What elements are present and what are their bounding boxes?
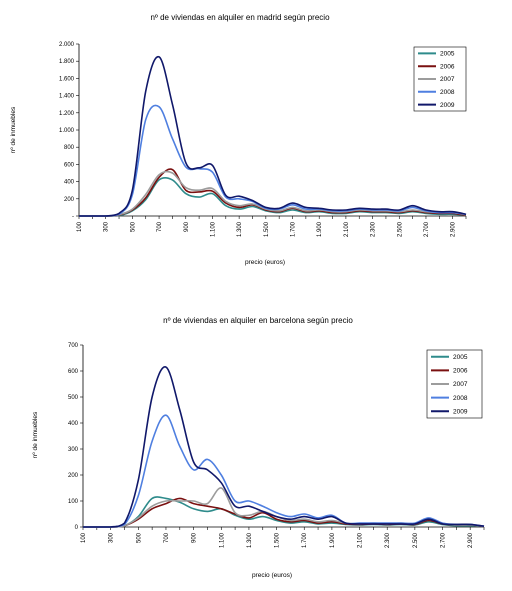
barcelona-x-tick-label: 1.300: [247, 532, 253, 548]
madrid-x-tick-label: 2.900: [451, 221, 457, 237]
madrid-series-line-2006: [78, 168, 467, 217]
barcelona-legend-label-2005: 2005: [453, 354, 468, 361]
madrid-y-tick-label: 200: [64, 197, 75, 203]
madrid-y-tick-label: 1.800: [59, 59, 75, 65]
barcelona-x-tick-label: 100: [81, 532, 87, 543]
barcelona-y-tick-label: 100: [68, 499, 79, 505]
barcelona-y-tick-label: 400: [68, 421, 79, 427]
barcelona-series-line-2008: [83, 414, 485, 528]
barcelona-y-tick-label: 300: [68, 447, 79, 453]
barcelona-legend: 2005 2006 2007 2008 2009: [426, 349, 483, 419]
barcelona-chart-title: nº de viviendas en alquiler en barcelona…: [163, 316, 353, 325]
barcelona-legend-label-2009: 2009: [453, 408, 468, 415]
madrid-x-tick-label: 2.300: [371, 221, 377, 237]
madrid-series-line-2009: [78, 56, 467, 217]
madrid-chart: nº de viviendas en alquiler en madrid se…: [10, 13, 467, 266]
barcelona-legend-box: [426, 349, 483, 419]
barcelona-series-line-2005: [83, 496, 485, 528]
barcelona-x-tick-label: 700: [164, 532, 170, 543]
madrid-y-tick-label: 400: [64, 180, 75, 186]
barcelona-legend-label-2006: 2006: [453, 368, 468, 375]
madrid-x-tick-label: 100: [77, 221, 83, 232]
barcelona-y-tick-label: 0: [75, 525, 79, 531]
barcelona-y-axis-label: nº de inmuebles: [32, 411, 39, 458]
madrid-y-tick-label: 800: [64, 145, 75, 151]
madrid-x-tick-label: 1.500: [264, 221, 270, 237]
madrid-x-tick-label: 1.900: [317, 221, 323, 237]
madrid-y-axis-label: nº de inmuebles: [10, 106, 17, 153]
madrid-legend-label-2007: 2007: [440, 76, 455, 83]
madrid-y-tick-label: 2.000: [59, 42, 75, 48]
barcelona-y-tick-label: 600: [68, 369, 79, 375]
barcelona-y-tick-label: 200: [68, 473, 79, 479]
barcelona-x-tick-label: 900: [192, 532, 198, 543]
madrid-y-tick-label: -: [72, 214, 74, 220]
barcelona-legend-label-2007: 2007: [453, 381, 468, 388]
barcelona-x-tick-label: 2.100: [358, 532, 364, 548]
barcelona-x-tick-label: 2.700: [441, 532, 447, 548]
madrid-y-tick-label: 1.200: [59, 111, 75, 117]
madrid-x-tick-label: 300: [104, 221, 110, 232]
barcelona-y-tick-label: 500: [68, 395, 79, 401]
barcelona-x-axis-label: precio (euros): [252, 572, 292, 579]
barcelona-series-line-2009: [83, 366, 485, 528]
madrid-x-tick-label: 1.700: [291, 221, 297, 237]
madrid-y-tick-label: 1.400: [59, 94, 75, 100]
barcelona-x-tick-label: 2.900: [468, 532, 474, 548]
barcelona-legend-label-2008: 2008: [453, 395, 468, 402]
madrid-x-tick-label: 700: [157, 221, 163, 232]
madrid-x-tick-label: 2.100: [344, 221, 350, 237]
madrid-series-line-2007: [78, 170, 467, 217]
madrid-legend: 2005 2006 2007 2008 2009: [413, 46, 467, 112]
madrid-y-tick-label: 1.000: [59, 128, 75, 134]
madrid-y-tick-label: 600: [64, 162, 75, 168]
barcelona-x-tick-label: 500: [136, 532, 142, 543]
barcelona-y-tick-label: 700: [68, 343, 79, 349]
barcelona-x-tick-label: 1.700: [302, 532, 308, 548]
madrid-x-tick-label: 900: [184, 221, 190, 232]
madrid-x-tick-label: 500: [130, 221, 136, 232]
madrid-legend-label-2006: 2006: [440, 63, 455, 70]
madrid-legend-label-2008: 2008: [440, 89, 455, 96]
madrid-chart-title: nº de viviendas en alquiler en madrid se…: [150, 13, 330, 22]
madrid-x-tick-label: 1.300: [237, 221, 243, 237]
barcelona-x-tick-label: 300: [109, 532, 115, 543]
barcelona-chart: nº de viviendas en alquiler en barcelona…: [32, 316, 485, 579]
madrid-x-tick-label: 1.100: [210, 221, 216, 237]
madrid-legend-label-2009: 2009: [440, 102, 455, 109]
madrid-y-tick-label: 1.600: [59, 76, 75, 82]
madrid-x-tick-label: 2.500: [397, 221, 403, 237]
madrid-legend-label-2005: 2005: [440, 51, 455, 58]
barcelona-x-tick-label: 1.900: [330, 532, 336, 548]
barcelona-x-tick-label: 1.100: [219, 532, 225, 548]
madrid-x-axis-label: precio (euros): [245, 259, 285, 266]
barcelona-x-tick-label: 2.500: [413, 532, 419, 548]
barcelona-x-tick-label: 1.500: [275, 532, 281, 548]
barcelona-x-tick-label: 2.300: [385, 532, 391, 548]
madrid-x-tick-label: 2.700: [424, 221, 430, 237]
